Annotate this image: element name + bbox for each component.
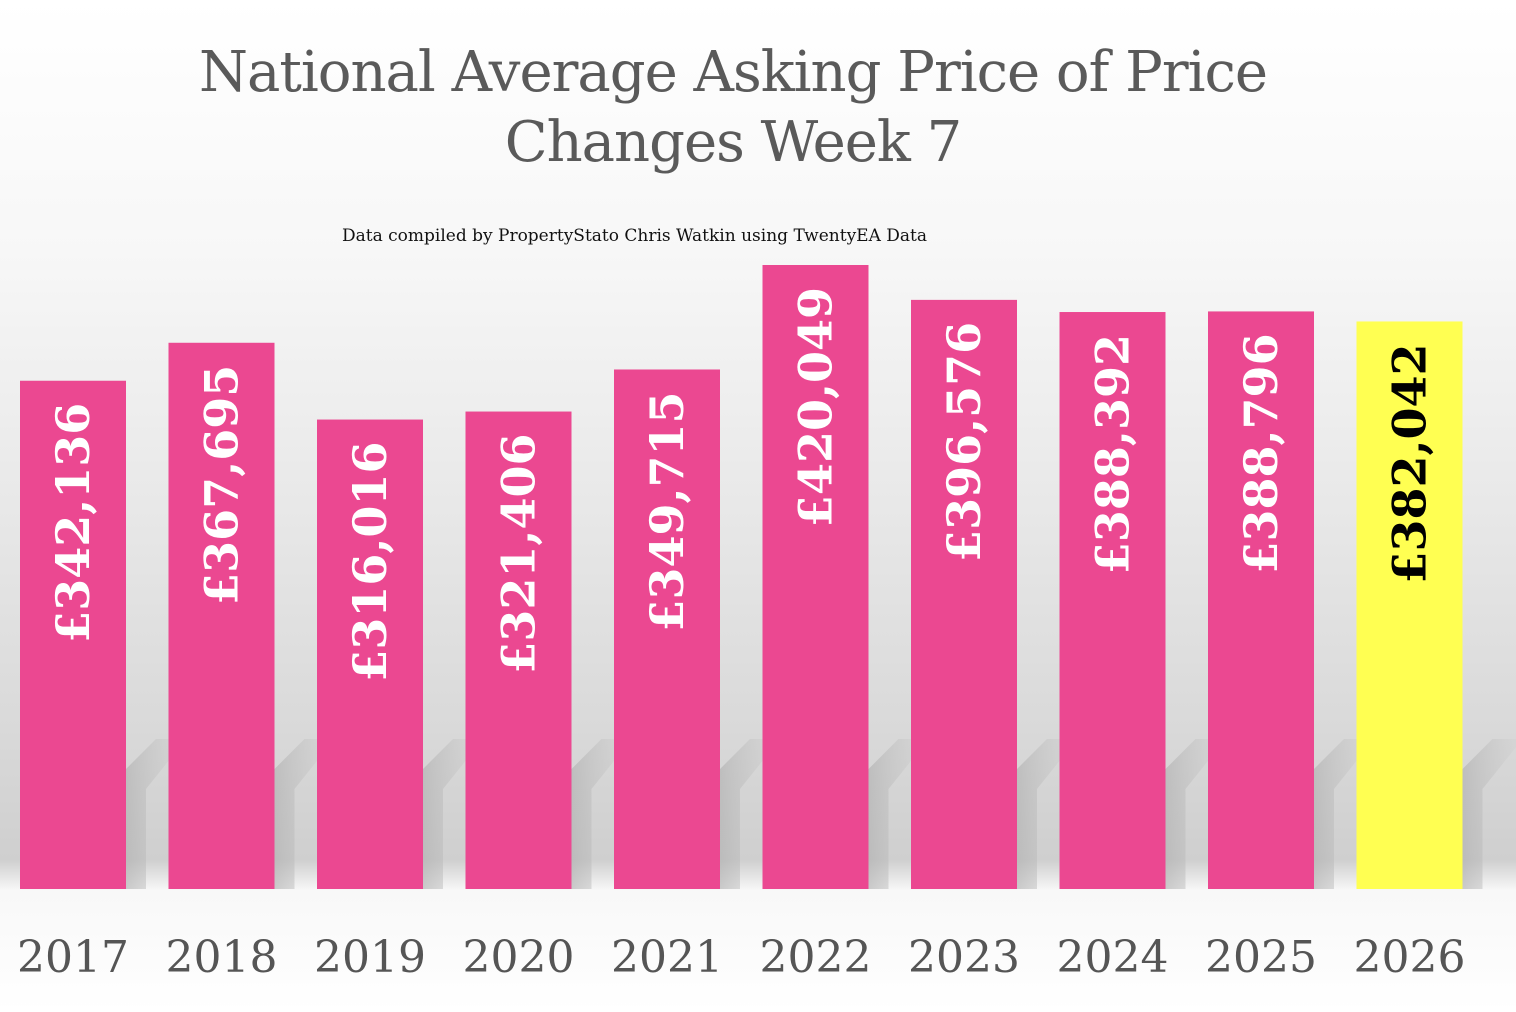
bar-shadow [1462,739,1516,889]
bar-2026 [1356,321,1463,890]
x-tick-label-2021: 2021 [611,932,723,983]
chart-title: National Average Asking Price of Price Ch… [0,38,1466,178]
bar-2023 [911,299,1017,889]
value-label-2025: £388,796 [1234,333,1288,573]
bars-group [20,265,1463,890]
x-tick-label-2020: 2020 [463,932,575,983]
bar-2021 [614,369,720,890]
value-label-2019: £316,016 [343,442,397,682]
value-label-2020: £321,406 [492,434,546,674]
x-tick-labels-group: 2017 2018 2019 2020 2021 2022 2023 2024 2025 2026 [17,932,1465,983]
x-tick-label-2018: 2018 [166,932,278,983]
value-label-2018: £367,695 [195,365,249,605]
bar-shadow [423,739,483,889]
bar-shadow [1165,739,1226,889]
chart-title-line-1: National Average Asking Price of Price [198,40,1268,105]
bar-shadow [126,739,186,889]
x-tick-label-2025: 2025 [1205,932,1317,983]
bar-2022 [762,265,869,889]
value-label-2021: £349,715 [640,391,694,631]
bar-2024 [1059,312,1166,889]
bar-2018 [168,342,275,889]
x-tick-label-2017: 2017 [17,932,129,983]
x-tick-label-2026: 2026 [1354,932,1466,983]
value-label-2022: £420,049 [789,287,843,527]
chart-subtitle: Data compiled by PropertyStato Chris Wat… [342,226,927,246]
bar-shadow [1017,739,1077,889]
x-tick-label-2019: 2019 [314,932,426,983]
bar-shadow [1314,739,1374,889]
value-label-2024: £388,392 [1086,334,1140,574]
bar-shadow [274,739,335,889]
bar-2019 [317,419,423,889]
bar-2020 [465,411,572,889]
x-tick-label-2022: 2022 [760,932,872,983]
value-label-2026: £382,042 [1383,343,1437,583]
x-tick-label-2024: 2024 [1057,932,1169,983]
bar-shadow [868,739,929,889]
bar-shadows [126,739,1516,889]
x-tick-label-2023: 2023 [908,932,1020,983]
value-label-2017: £342,136 [46,403,100,643]
bar-shadow [571,739,632,889]
bar-2025 [1208,311,1314,889]
chart-title-line-2: Changes Week 7 [504,110,963,175]
bar-2017 [20,380,126,889]
value-label-2023: £396,576 [937,322,991,562]
bar-shadow [720,739,780,889]
value-labels-group: £342,136 £367,695 £316,016 £321,406 £349,715… [46,287,1437,682]
